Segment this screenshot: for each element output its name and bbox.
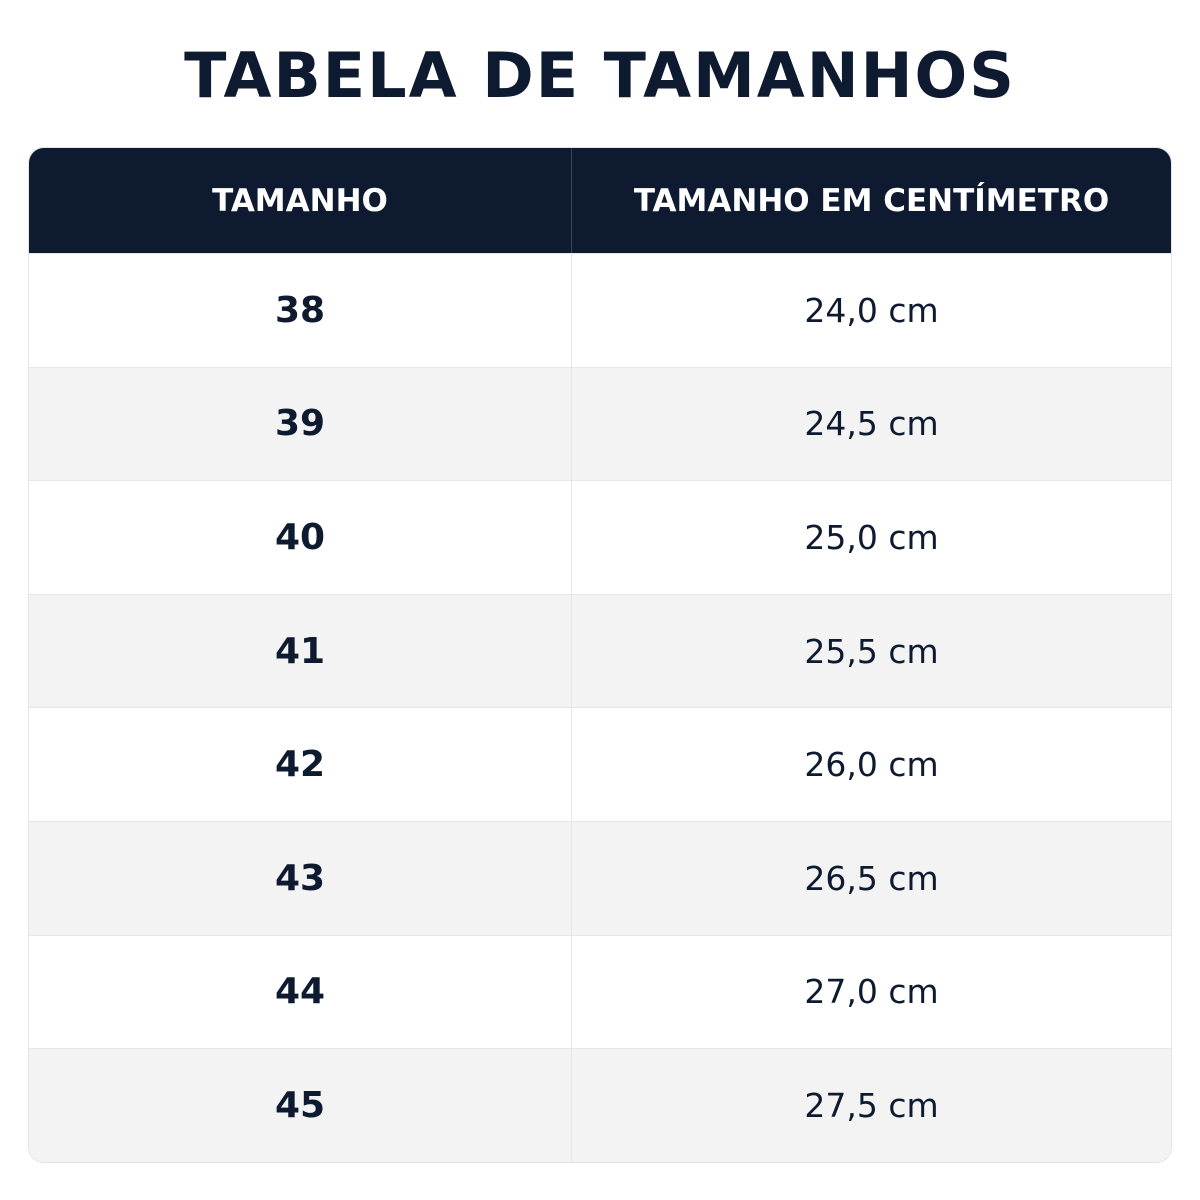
title: TABELA DE TAMANHOS (184, 39, 1016, 112)
size-cm-cell: 25,0 cm (804, 517, 939, 557)
size-cm-cell: 25,5 cm (804, 631, 939, 671)
size-cell: 44 (29, 935, 572, 1049)
size-cell: 45 (29, 1049, 572, 1162)
table-row: 45 27,5 cm (29, 1048, 1171, 1162)
size-table: TAMANHO TAMANHO EM CENTÍMETRO 38 24,0 cm 39 2… (28, 147, 1172, 1163)
header-row: TAMANHO TAMANHO EM CENTÍMETRO (29, 148, 1171, 253)
size-cell: 41 (29, 594, 572, 708)
size-cm-cell: 24,0 cm (804, 290, 939, 330)
size-cm-cell: 26,0 cm (804, 745, 939, 785)
size-cell: 40 (29, 481, 572, 594)
size-cell: 38 (29, 254, 572, 367)
size-cm-cell: 27,0 cm (804, 972, 939, 1012)
table-row: 43 26,5 cm (29, 820, 1171, 935)
table-row: 44 27,0 cm (29, 934, 1171, 1049)
table-row: 39 24,5 cm (29, 366, 1171, 481)
table-row: 41 25,5 cm (29, 593, 1171, 708)
size-cell: 42 (29, 708, 572, 821)
table-row: 42 26,0 cm (29, 707, 1171, 821)
size-cm-cell: 26,5 cm (804, 858, 939, 898)
table-row: 38 24,0 cm (29, 253, 1171, 367)
size-cm-cell: 27,5 cm (804, 1085, 939, 1125)
size-cm-cell: 24,5 cm (804, 404, 939, 444)
header-cell: TAMANHO EM CENTÍMETRO (633, 182, 1110, 219)
size-cell: 43 (29, 821, 572, 935)
size-cell: 39 (29, 367, 572, 481)
table-row: 40 25,0 cm (29, 480, 1171, 594)
header-cell: TAMANHO (29, 148, 572, 253)
